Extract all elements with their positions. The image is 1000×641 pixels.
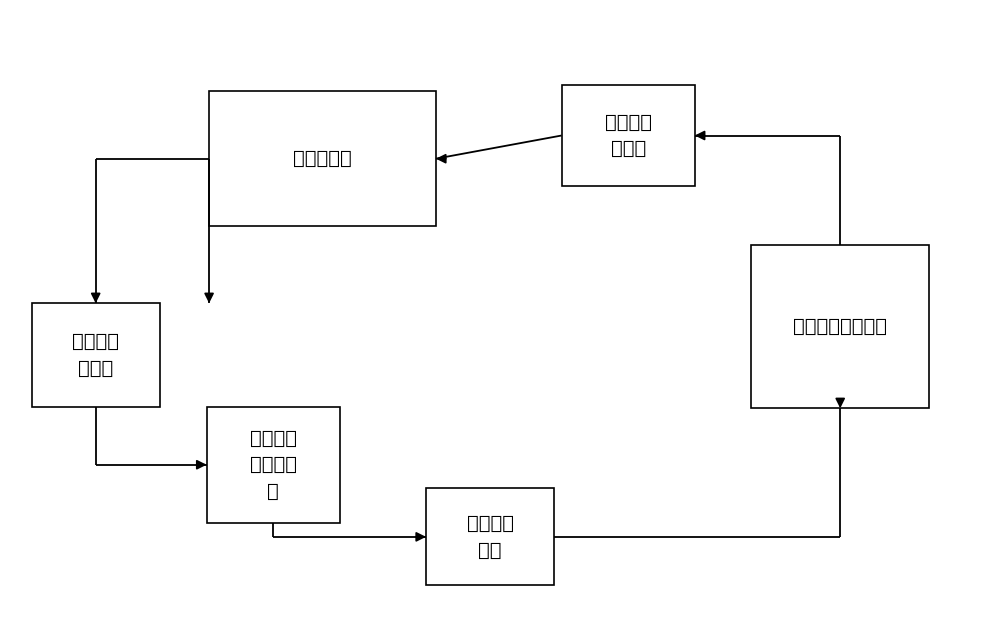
Text: 温等静压机工作缸: 温等静压机工作缸 [793, 317, 887, 337]
Bar [751, 246, 929, 408]
Text: 两位三通
气控阀: 两位三通 气控阀 [605, 113, 652, 158]
Bar [32, 303, 160, 407]
Bar [207, 407, 340, 523]
Text: 介质油油箱: 介质油油箱 [293, 149, 352, 168]
Text: 两位三通
气控调节
阀: 两位三通 气控调节 阀 [250, 429, 297, 501]
Bar [562, 85, 695, 186]
Text: 两位三通
气控阀: 两位三通 气控阀 [72, 332, 119, 378]
Bar [209, 91, 436, 226]
Text: 水冷式冷
却器: 水冷式冷 却器 [467, 514, 514, 560]
Bar [426, 488, 554, 585]
